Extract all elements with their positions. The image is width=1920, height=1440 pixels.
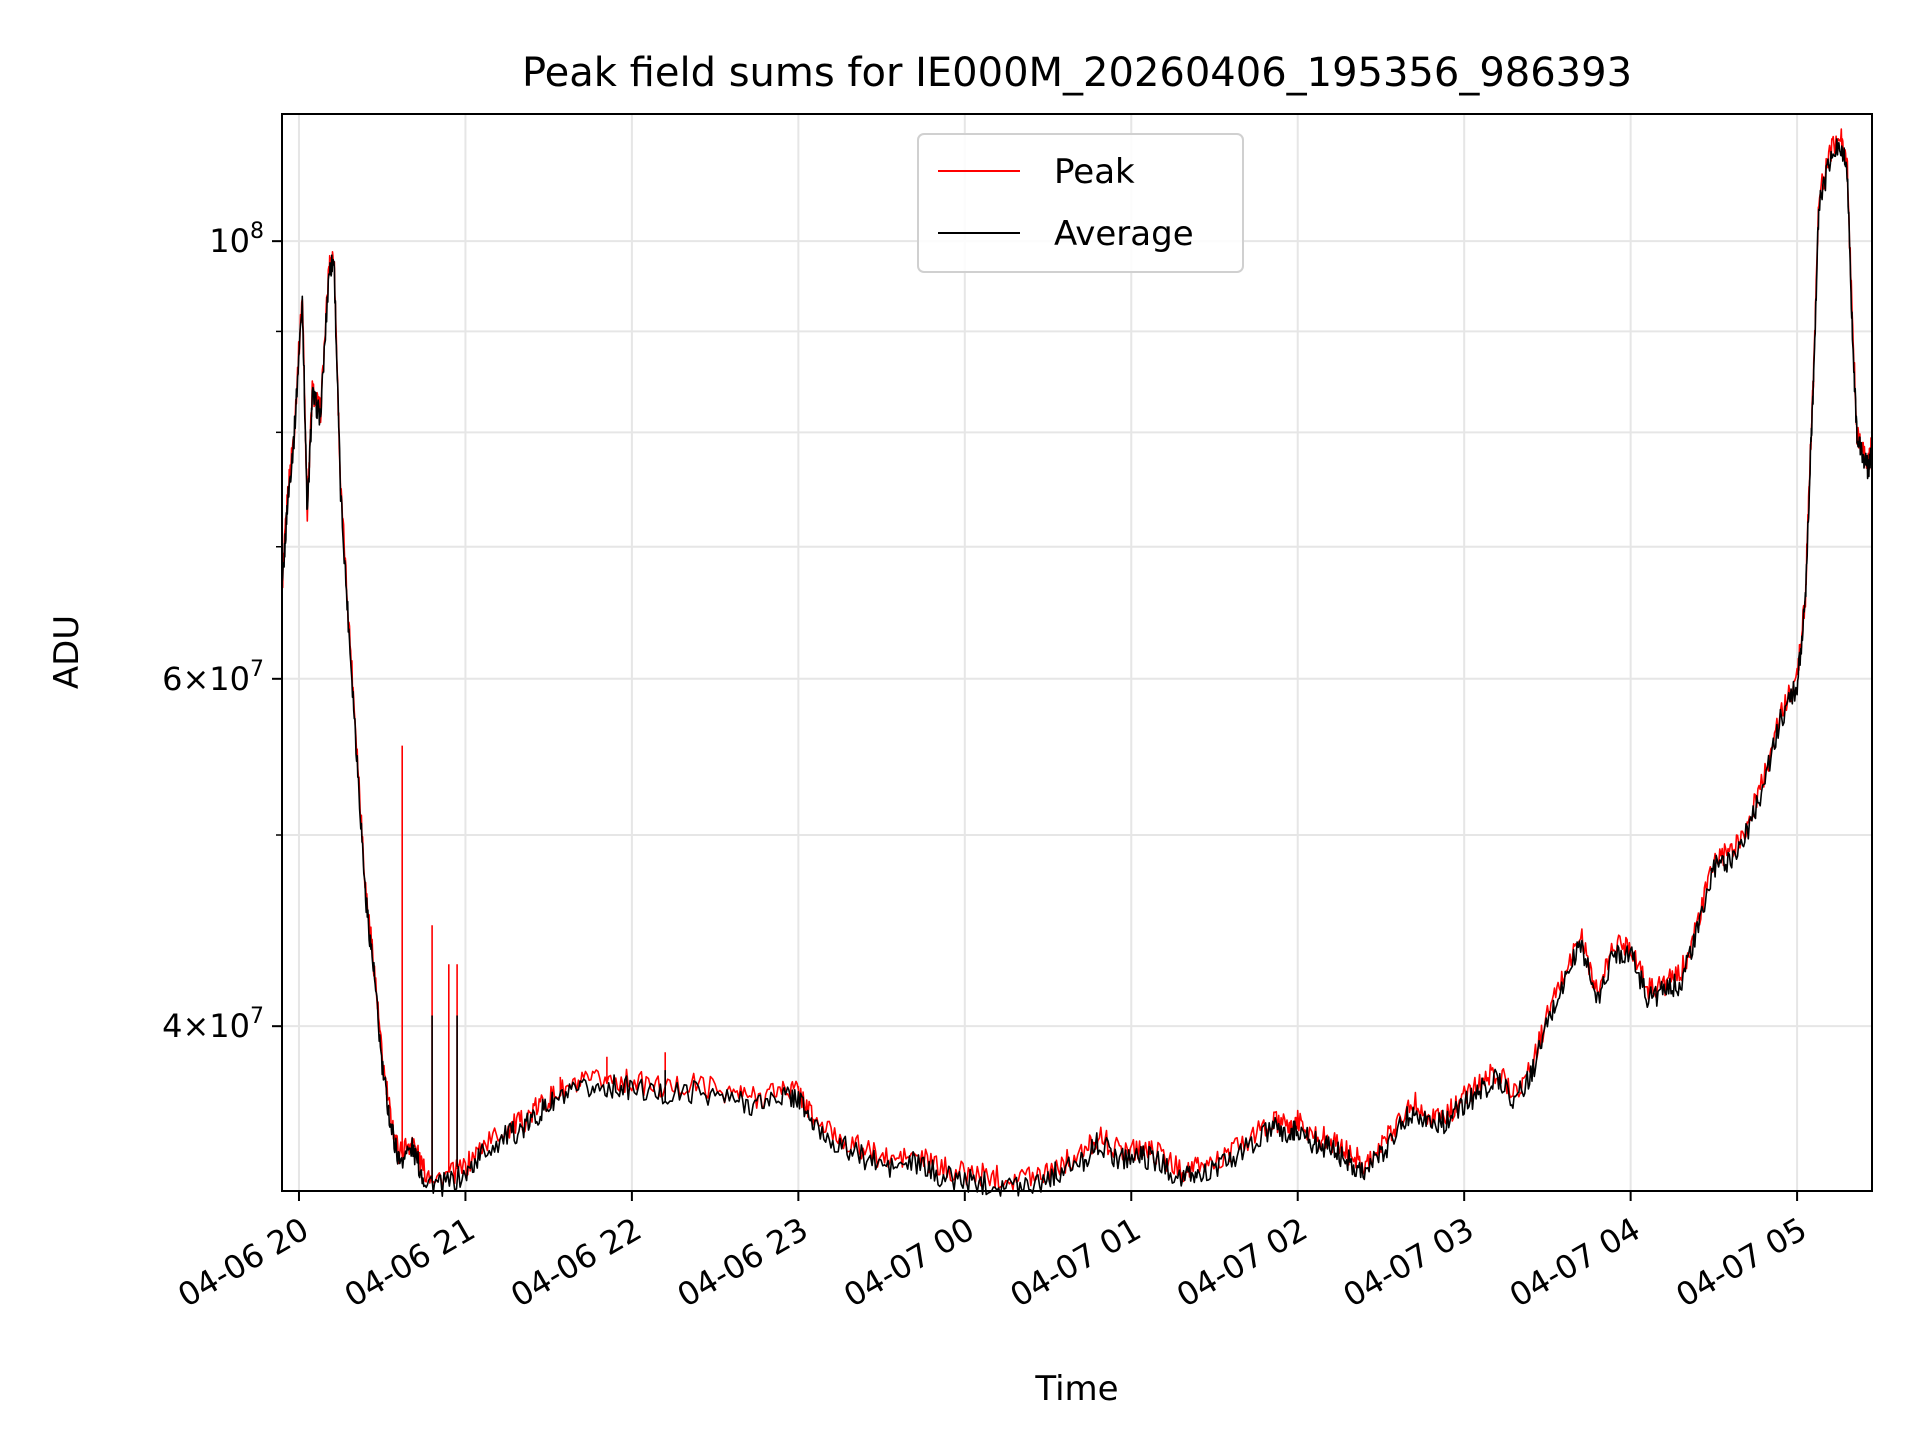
legend-label-average: Average — [1054, 214, 1194, 254]
y-tick-label: 4×107 — [162, 1004, 264, 1045]
plot-area — [281, 128, 1873, 1197]
y-tick-label: 6×107 — [162, 657, 264, 698]
y-axis: 4×107 6×107 108 — [162, 219, 282, 1045]
legend-label-peak: Peak — [1054, 152, 1135, 192]
series-line-average — [281, 138, 1873, 1197]
y-tick-label: 108 — [209, 219, 264, 260]
plot-frame — [281, 113, 1873, 1192]
y-axis-label: ADU — [47, 615, 87, 689]
chart-title: Peak field sums for IE000M_20260406_1953… — [522, 50, 1632, 96]
x-axis-label: Time — [1034, 1369, 1118, 1409]
legend-box — [917, 133, 1244, 273]
grid — [282, 114, 1872, 1191]
legend: Peak Average — [917, 133, 1244, 273]
